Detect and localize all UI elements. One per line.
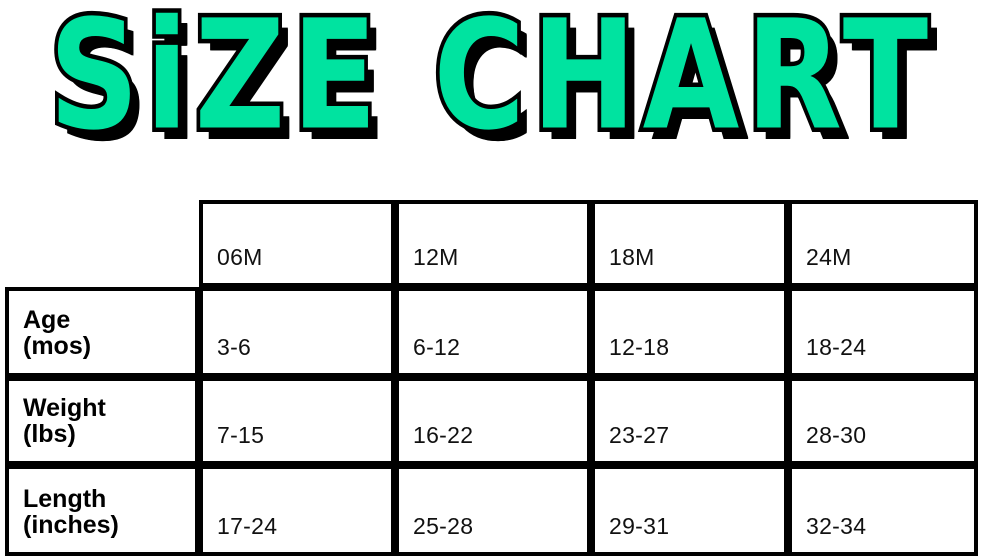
cell-value: 28-30 [806, 422, 867, 448]
row-label-line1: Weight [23, 394, 106, 422]
table-cell-age-24m: 18-24 [788, 287, 978, 377]
row-label-line2: (inches) [23, 511, 119, 539]
cell-value: 12-18 [609, 334, 670, 360]
row-label: Length (inches) [23, 486, 119, 538]
table-row: Length (inches) 17-24 25-28 29-31 32-34 [5, 465, 978, 556]
cell-value: 17-24 [217, 513, 278, 539]
row-label: Weight (lbs) [23, 395, 106, 447]
table-header-cell-06m: 06M [199, 200, 395, 287]
cell-value: 6-12 [413, 334, 461, 360]
table-header-cell-12m: 12M [395, 200, 591, 287]
table-header-corner [5, 200, 199, 287]
table-cell-age-18m: 12-18 [591, 287, 788, 377]
table-header-label: 06M [217, 244, 263, 270]
row-label-line1: Length [23, 485, 107, 513]
table-row-label-weight: Weight (lbs) [5, 377, 199, 465]
row-label-line2: (lbs) [23, 420, 76, 448]
table-cell-age-06m: 3-6 [199, 287, 395, 377]
table-cell-weight-12m: 16-22 [395, 377, 591, 465]
cell-value: 3-6 [217, 334, 252, 360]
table-cell-weight-06m: 7-15 [199, 377, 395, 465]
row-label: Age (mos) [23, 307, 91, 359]
table-header-cell-18m: 18M [591, 200, 788, 287]
size-chart-table: 06M 12M 18M 24M Age (mos) 3-6 [5, 200, 978, 556]
table-cell-weight-24m: 28-30 [788, 377, 978, 465]
row-label-line1: Age [23, 306, 71, 334]
table-header-row: 06M 12M 18M 24M [5, 200, 978, 287]
table-row-label-length: Length (inches) [5, 465, 199, 556]
cell-value: 16-22 [413, 422, 474, 448]
row-label-line2: (mos) [23, 332, 92, 360]
table-row-label-age: Age (mos) [5, 287, 199, 377]
table-row: Age (mos) 3-6 6-12 12-18 18-24 [5, 287, 978, 377]
cell-value: 7-15 [217, 422, 265, 448]
table-header-label: 12M [413, 244, 459, 270]
table-cell-length-06m: 17-24 [199, 465, 395, 556]
table-cell-weight-18m: 23-27 [591, 377, 788, 465]
page-title: SiZE CHART [0, 0, 984, 164]
table-cell-length-24m: 32-34 [788, 465, 978, 556]
table-cell-length-12m: 25-28 [395, 465, 591, 556]
table-row: Weight (lbs) 7-15 16-22 23-27 28-30 [5, 377, 978, 465]
cell-value: 25-28 [413, 513, 474, 539]
cell-value: 32-34 [806, 513, 867, 539]
table-cell-age-12m: 6-12 [395, 287, 591, 377]
table-header-label: 18M [609, 244, 655, 270]
table-header-cell-24m: 24M [788, 200, 978, 287]
table-cell-length-18m: 29-31 [591, 465, 788, 556]
cell-value: 23-27 [609, 422, 670, 448]
cell-value: 18-24 [806, 334, 867, 360]
table-header-label: 24M [806, 244, 852, 270]
page-title-text: SiZE CHART [46, 0, 935, 164]
cell-value: 29-31 [609, 513, 670, 539]
